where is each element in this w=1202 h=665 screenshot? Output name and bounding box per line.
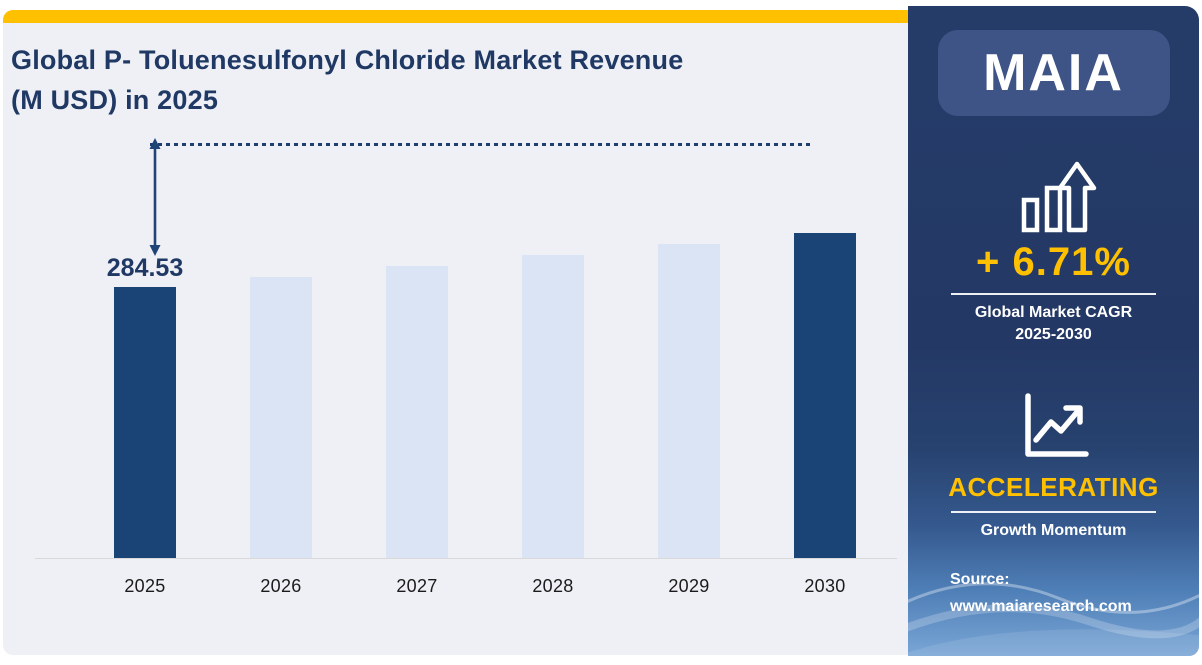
source-url[interactable]: www.maiaresearch.com: [950, 598, 1132, 615]
bar-2027: [386, 266, 448, 558]
cagr-label: Global Market CAGR 2025-2030: [908, 302, 1199, 346]
chart-title-line2: (M USD) in 2025: [11, 85, 219, 115]
x-tick-2026: 2026: [260, 576, 302, 596]
chart-title-line1: Global P- Toluenesulfonyl Chloride Marke…: [11, 45, 684, 75]
bar-2030: [794, 233, 856, 558]
momentum-headline: ACCELERATING: [948, 472, 1159, 502]
bar-2025: [114, 287, 176, 558]
bar-2028: [522, 255, 584, 558]
maia-logo-badge: MAIA: [937, 30, 1170, 116]
cagr-label-line2: 2025-2030: [1015, 326, 1092, 343]
cagr-label-line1: Global Market CAGR: [974, 304, 1133, 321]
sidebar: MAIA + 6.71% Global Market CAGR 2025-203…: [908, 6, 1199, 656]
x-tick-2028: 2028: [532, 576, 574, 596]
cagr-value: + 6.71%: [976, 240, 1131, 284]
top-accent-bar: [3, 10, 908, 23]
x-tick-2025: 2025: [124, 576, 166, 596]
momentum-divider: [951, 511, 1156, 513]
bar-2026: [250, 277, 312, 558]
growth-bars-icon: [908, 156, 1199, 236]
line-chart-icon: [908, 390, 1199, 462]
chart-panel: Global P- Toluenesulfonyl Chloride Marke…: [3, 10, 908, 655]
maia-logo-text: MAIA: [983, 44, 1124, 102]
momentum-subline: Growth Momentum: [980, 522, 1127, 539]
dotted-reference-line: [150, 143, 812, 146]
wave-decoration: [908, 582, 1199, 656]
double-arrow-icon: [149, 138, 161, 256]
x-axis-line: [35, 558, 897, 559]
plot-area: [3, 10, 908, 558]
source-label: Source:: [950, 571, 1010, 588]
value-label-2025: 284.53: [106, 254, 184, 282]
cagr-divider: [951, 293, 1156, 295]
x-tick-2030: 2030: [804, 576, 846, 596]
x-tick-2027: 2027: [396, 576, 438, 596]
chart-title: Global P- Toluenesulfonyl Chloride Marke…: [11, 40, 841, 120]
x-tick-2029: 2029: [668, 576, 710, 596]
bar-2029: [658, 244, 720, 558]
source-block: Source: www.maiaresearch.com: [950, 566, 1132, 620]
